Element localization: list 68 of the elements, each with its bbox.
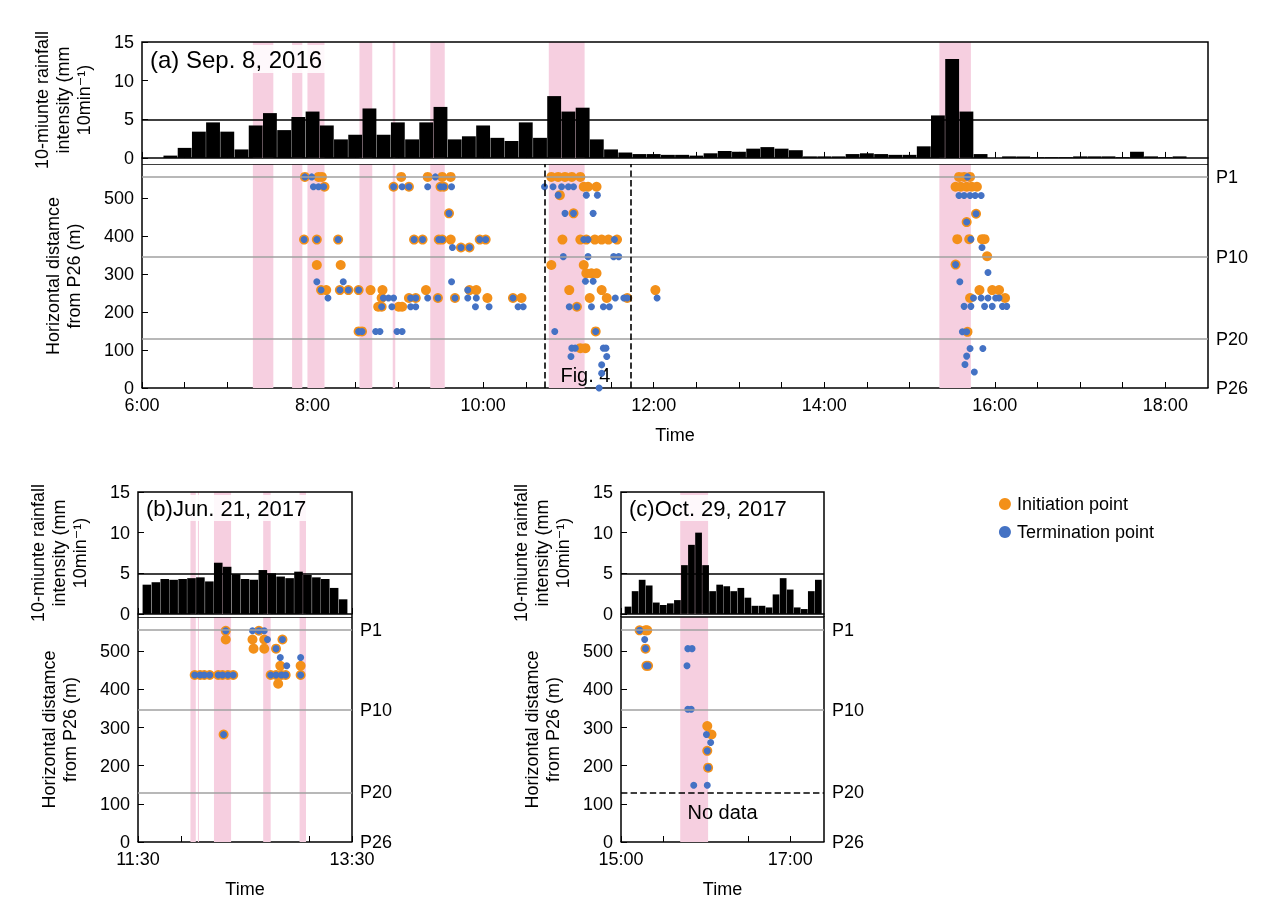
x-tick-label: 13:30 (329, 849, 375, 869)
y-axis-title: Horizontal distamce from P26 (m) (38, 650, 80, 809)
x-tick-label: 6:00 (124, 395, 160, 415)
text: P26 (1216, 378, 1249, 398)
y-axis-title: Horizontal distamce from P26 (m) (42, 196, 84, 356)
ref-line-label: P1 (832, 619, 855, 640)
x-tick-label: 10:00 (460, 395, 506, 415)
x-tick-label: 16:00 (972, 395, 1018, 415)
y-tick-label: 200 (582, 755, 613, 776)
x-tick-label: 8:00 (295, 395, 331, 415)
ref-line-label: P10 (360, 700, 393, 721)
y-tick-label: 500 (103, 188, 134, 209)
y-tick-label: 15 (113, 32, 134, 52)
y-tick-label: 300 (582, 717, 613, 738)
y-tick-label: 10 (592, 522, 613, 543)
ref-line-label: P1 (360, 619, 383, 640)
chart-title: (b)Jun. 21, 2017 (146, 495, 307, 521)
y-tick-label: 100 (99, 793, 130, 814)
text: P26 (360, 832, 393, 852)
ref-line-label: P20 (360, 782, 393, 803)
y-tick-label: 10 (109, 522, 130, 543)
x-tick-label: 18:00 (1142, 395, 1188, 415)
legend-label: Initiation point (1016, 494, 1128, 514)
y-axis-title: 10-miunte rainfall intensity (mm 10min⁻¹) (510, 483, 573, 623)
y-tick-label: 5 (119, 563, 130, 584)
x-tick-label: 15:00 (598, 849, 644, 869)
y-axis-title: Horizontal distamce from P26 (m) (521, 650, 563, 809)
x-tick-label: 17:00 (767, 849, 813, 869)
y-tick-label: 300 (103, 264, 134, 285)
y-tick-label: 500 (99, 641, 130, 662)
x-axis-title: Time (225, 879, 265, 899)
y-tick-label: 5 (123, 109, 134, 130)
y-tick-label: 15 (592, 482, 613, 502)
y-tick-label: 0 (119, 832, 130, 852)
y-tick-label: 100 (103, 340, 134, 361)
y-tick-label: 0 (123, 378, 134, 398)
text: P26 (832, 832, 865, 852)
ref-line-label: P10 (832, 700, 865, 721)
y-tick-label: 0 (123, 147, 134, 168)
ref-line-label: P10 (1216, 246, 1249, 267)
y-tick-label: 200 (99, 755, 130, 776)
x-tick-label: 12:00 (631, 395, 677, 415)
y-tick-label: 10 (113, 70, 134, 91)
legend-label: Termination point (1016, 522, 1154, 542)
y-tick-label: 15 (109, 482, 130, 502)
y-tick-label: 200 (103, 302, 134, 323)
chart-title: (a) Sep. 8, 2016 (150, 45, 323, 73)
y-tick-label: 0 (602, 832, 613, 852)
y-axis-title: 10-miunte rainfall intensity (mm 10min⁻¹) (27, 483, 90, 623)
y-axis-title: 10-miunte rainfall intensity (mm 10min⁻¹) (31, 30, 94, 170)
y-tick-label: 500 (582, 641, 613, 662)
y-tick-label: 5 (602, 563, 613, 584)
y-tick-label: 0 (602, 603, 613, 624)
x-axis-title: Time (702, 879, 743, 899)
annotation: No data (687, 801, 759, 823)
y-tick-label: 100 (582, 793, 613, 814)
ref-line-label: P1 (1216, 166, 1239, 187)
y-tick-label: 400 (103, 226, 134, 247)
x-tick-label: 14:00 (801, 395, 847, 415)
y-tick-label: 300 (99, 717, 130, 738)
chart-title: (c)Oct. 29, 2017 (629, 495, 787, 521)
ref-line-label: P20 (832, 782, 865, 803)
y-tick-label: 400 (99, 679, 130, 700)
ref-line-label: P20 (1216, 328, 1249, 349)
y-tick-label: 0 (119, 603, 130, 624)
y-tick-label: 400 (582, 679, 613, 700)
x-tick-label: 11:30 (116, 849, 160, 869)
x-axis-title: Time (655, 425, 695, 445)
